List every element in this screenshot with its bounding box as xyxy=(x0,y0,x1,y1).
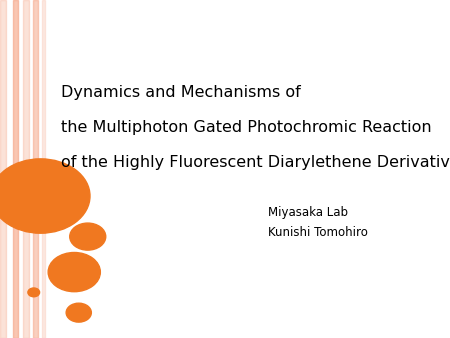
Bar xyxy=(13,0,18,338)
Circle shape xyxy=(48,252,100,292)
Bar xyxy=(33,0,38,338)
Bar xyxy=(42,0,45,338)
Text: Dynamics and Mechanisms of: Dynamics and Mechanisms of xyxy=(61,84,301,99)
Circle shape xyxy=(28,288,40,297)
Bar xyxy=(23,0,29,338)
Text: Miyasaka Lab: Miyasaka Lab xyxy=(268,206,348,219)
Circle shape xyxy=(66,303,91,322)
Circle shape xyxy=(70,223,106,250)
Text: of the Highly Fluorescent Diarylethene Derivatives: of the Highly Fluorescent Diarylethene D… xyxy=(61,155,450,170)
Bar xyxy=(0,0,6,338)
Circle shape xyxy=(0,159,90,233)
Text: the Multiphoton Gated Photochromic Reaction: the Multiphoton Gated Photochromic React… xyxy=(61,120,432,135)
Text: Kunishi Tomohiro: Kunishi Tomohiro xyxy=(268,226,368,239)
